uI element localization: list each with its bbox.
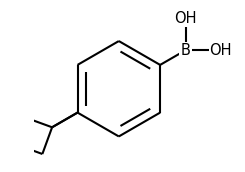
Text: B: B	[181, 43, 191, 58]
Text: OH: OH	[174, 11, 197, 26]
Text: OH: OH	[209, 43, 232, 58]
